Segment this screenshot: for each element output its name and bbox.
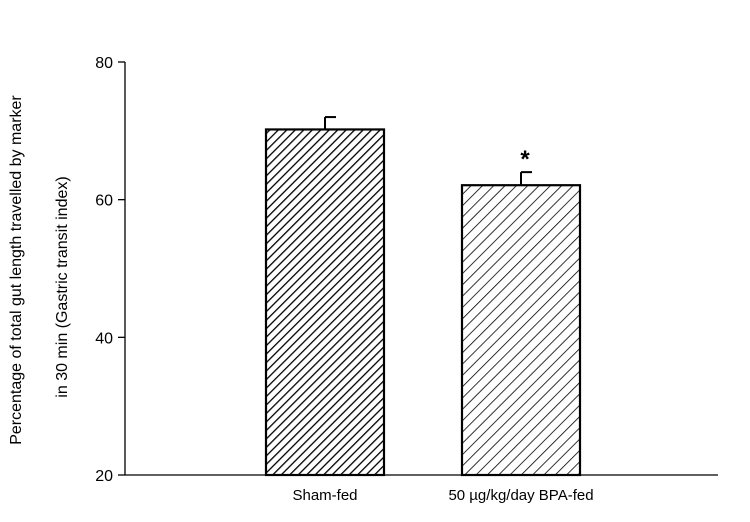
bars	[264, 128, 582, 477]
y-axis-label-line-2: in 30 min (Gastric transit index)	[54, 176, 71, 397]
significance-star: *	[520, 146, 530, 173]
category-label-1: Sham-fed	[292, 487, 357, 504]
significance-markers: *	[520, 146, 530, 173]
category-labels: Sham-fed 50 µg/kg/day BPA-fed	[292, 487, 593, 504]
y-axis-title: Percentage of total gut length travelled…	[8, 95, 71, 445]
y-axis-ticks: 20 40 60 80	[95, 55, 125, 485]
error-bars	[324, 116, 532, 186]
y-tick-label: 60	[95, 193, 113, 210]
y-tick-label: 40	[95, 330, 113, 347]
bar-1	[264, 128, 386, 477]
axes	[124, 62, 718, 476]
y-tick-label: 80	[95, 55, 113, 72]
bar-2	[460, 184, 582, 477]
y-tick-label: 20	[95, 468, 113, 485]
y-axis-label-line-1: Percentage of total gut length travelled…	[8, 95, 25, 445]
category-label-2: 50 µg/kg/day BPA-fed	[448, 487, 593, 504]
